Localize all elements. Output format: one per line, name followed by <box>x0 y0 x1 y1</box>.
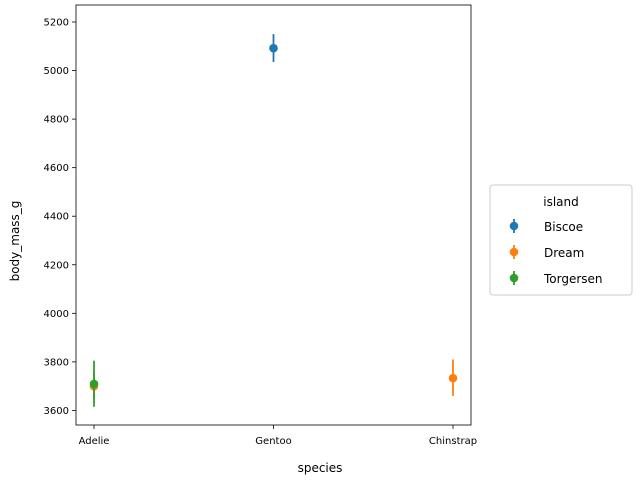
y-tick-label: 4600 <box>44 163 69 174</box>
plot-area <box>75 4 472 426</box>
legend-title: island <box>543 195 579 209</box>
legend-frame <box>489 184 633 296</box>
x-tick-label: Chinstrap <box>429 436 477 447</box>
x-axis: Adelie Gentoo Chinstrap <box>79 425 477 447</box>
legend-label-torgersen: Torgersen <box>543 272 603 286</box>
y-tick-label: 4200 <box>44 260 69 271</box>
y-tick-label: 4800 <box>44 115 69 126</box>
legend: island Biscoe Dream Torgersen <box>489 184 633 296</box>
data-marks <box>89 34 458 407</box>
y-tick-label: 3600 <box>44 406 69 417</box>
legend-label-biscoe: Biscoe <box>544 220 583 234</box>
y-tick-label: 5200 <box>44 17 69 28</box>
point-biscoe-gentoo <box>269 43 278 53</box>
point-dream-chinstrap <box>448 373 458 383</box>
legend-marker-dream <box>509 247 519 257</box>
x-tick-label: Adelie <box>79 436 110 447</box>
y-axis: 3600 3800 4000 4200 4400 4600 4800 5000 5200 <box>44 17 76 417</box>
legend-marker-torgersen <box>509 273 519 283</box>
point-torgersen-adelie <box>89 379 99 389</box>
y-axis-title: body_mass_g <box>8 201 22 282</box>
legend-marker-biscoe <box>509 221 519 231</box>
y-tick-label: 4400 <box>44 212 69 223</box>
legend-label-dream: Dream <box>544 246 584 260</box>
x-axis-title: species <box>298 461 343 475</box>
x-tick-label: Gentoo <box>255 436 291 447</box>
y-tick-label: 3800 <box>44 357 69 368</box>
y-tick-label: 4000 <box>44 309 69 320</box>
y-tick-label: 5000 <box>44 66 69 77</box>
